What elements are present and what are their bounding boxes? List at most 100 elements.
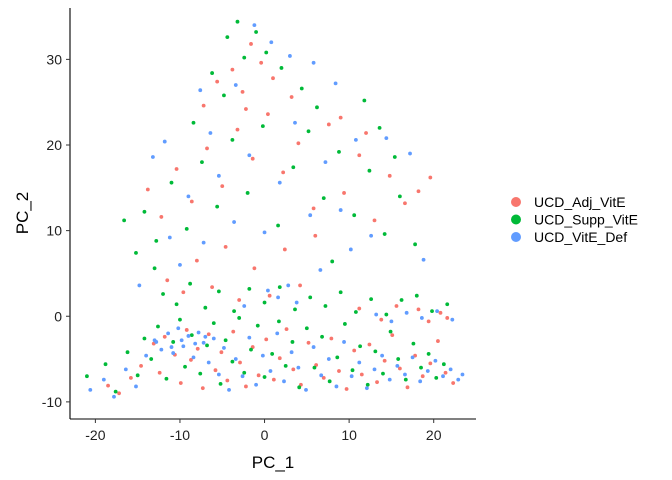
data-point-series-2: [291, 165, 296, 170]
data-point-series-2: [218, 381, 223, 386]
data-point-series-2: [164, 376, 169, 381]
x-tick-label: -10: [170, 427, 190, 443]
data-point-series-1: [382, 358, 387, 363]
data-point-series-2: [397, 194, 402, 199]
data-point-series-1: [210, 285, 215, 290]
y-tick-label: 20: [46, 137, 62, 153]
data-point-series-3: [421, 257, 426, 262]
data-point-series-1: [364, 131, 368, 135]
data-point-series-2: [230, 137, 235, 142]
data-point-series-3: [181, 344, 186, 349]
data-point-series-1: [357, 306, 362, 311]
data-point-series-1: [344, 387, 349, 391]
data-point-series-3: [448, 367, 453, 372]
data-point-series-1: [291, 367, 296, 372]
data-point-series-3: [374, 312, 379, 317]
data-point-series-1: [281, 170, 286, 175]
legend-key-2: [511, 214, 521, 225]
data-point-series-3: [277, 180, 282, 185]
data-point-series-1: [200, 386, 205, 391]
data-point-series-2: [320, 334, 324, 339]
data-point-series-2: [171, 340, 176, 344]
data-point-series-1: [379, 317, 384, 322]
data-point-series-2: [142, 209, 147, 214]
data-point-series-1: [445, 316, 450, 320]
data-point-series-1: [219, 350, 224, 355]
data-point-series-2: [430, 309, 434, 314]
data-point-series-2: [125, 350, 130, 355]
data-point-series-2: [216, 289, 221, 294]
data-point-series-2: [373, 349, 378, 354]
data-point-series-3: [293, 120, 297, 125]
data-point-series-3: [433, 358, 438, 363]
data-point-series-2: [293, 307, 297, 312]
data-point-series-2: [235, 19, 240, 24]
data-point-series-3: [247, 153, 252, 158]
data-point-series-3: [404, 310, 409, 315]
data-point-series-3: [266, 288, 270, 293]
data-point-series-1: [405, 385, 410, 390]
axes: [69, 8, 476, 420]
data-point-series-2: [198, 371, 203, 376]
data-point-series-3: [227, 387, 231, 392]
data-point-series-2: [178, 317, 182, 322]
data-point-series-3: [201, 240, 206, 245]
data-point-series-3: [240, 374, 245, 379]
data-point-series-3: [211, 336, 216, 341]
data-point-series-3: [333, 81, 338, 86]
data-point-series-1: [436, 339, 440, 343]
data-point-series-3: [203, 334, 208, 339]
data-point-series-1: [357, 153, 362, 158]
data-point-series-2: [419, 365, 423, 370]
data-point-series-2: [297, 385, 302, 390]
data-point-series-3: [252, 23, 257, 28]
x-axis-ticks: -20 -10 0 10 20: [85, 419, 442, 443]
data-point-series-1: [352, 348, 357, 353]
data-point-series-1: [184, 328, 189, 332]
data-point-series-1: [375, 380, 379, 385]
data-point-series-2: [388, 329, 393, 334]
legend-label-3: UCD_VitE_Def: [534, 229, 627, 245]
data-point-series-1: [230, 67, 235, 72]
data-point-series-2: [134, 250, 138, 255]
data-point-series-2: [156, 324, 160, 329]
data-point-series-1: [159, 215, 164, 219]
data-point-series-2: [411, 341, 416, 346]
data-point-series-1: [189, 358, 193, 362]
data-point-series-2: [210, 71, 215, 75]
data-point-series-3: [395, 364, 400, 368]
data-point-series-1: [428, 361, 433, 366]
data-point-series-2: [191, 120, 196, 125]
data-point-series-1: [244, 107, 248, 111]
data-point-series-3: [196, 330, 201, 335]
data-point-series-1: [117, 391, 121, 396]
data-point-series-2: [223, 338, 228, 343]
data-point-series-3: [154, 340, 159, 344]
data-point-series-2: [211, 321, 216, 325]
data-point-series-1: [231, 329, 236, 334]
data-point-series-3: [326, 357, 331, 361]
data-point-series-3: [166, 331, 171, 336]
data-point-series-3: [282, 379, 286, 384]
data-point-series-3: [353, 137, 358, 142]
data-point-series-2: [205, 343, 209, 348]
data-point-series-3: [178, 262, 182, 267]
x-tick-label: 10: [341, 427, 357, 443]
data-point-series-1: [215, 79, 220, 84]
data-point-series-1: [129, 376, 133, 380]
data-point-series-1: [264, 337, 269, 342]
data-point-series-2: [270, 352, 275, 356]
data-point-series-2: [337, 149, 341, 154]
data-point-series-3: [372, 367, 377, 372]
data-point-series-2: [321, 196, 326, 200]
data-point-series-3: [254, 382, 258, 387]
data-point-series-1: [282, 247, 287, 252]
data-point-series-3: [144, 353, 149, 358]
data-point-series-2: [413, 242, 417, 247]
data-point-series-2: [323, 304, 328, 308]
data-point-series-2: [392, 155, 397, 159]
data-point-series-2: [306, 129, 311, 134]
data-point-series-2: [276, 223, 280, 228]
data-point-series-3: [308, 213, 313, 218]
